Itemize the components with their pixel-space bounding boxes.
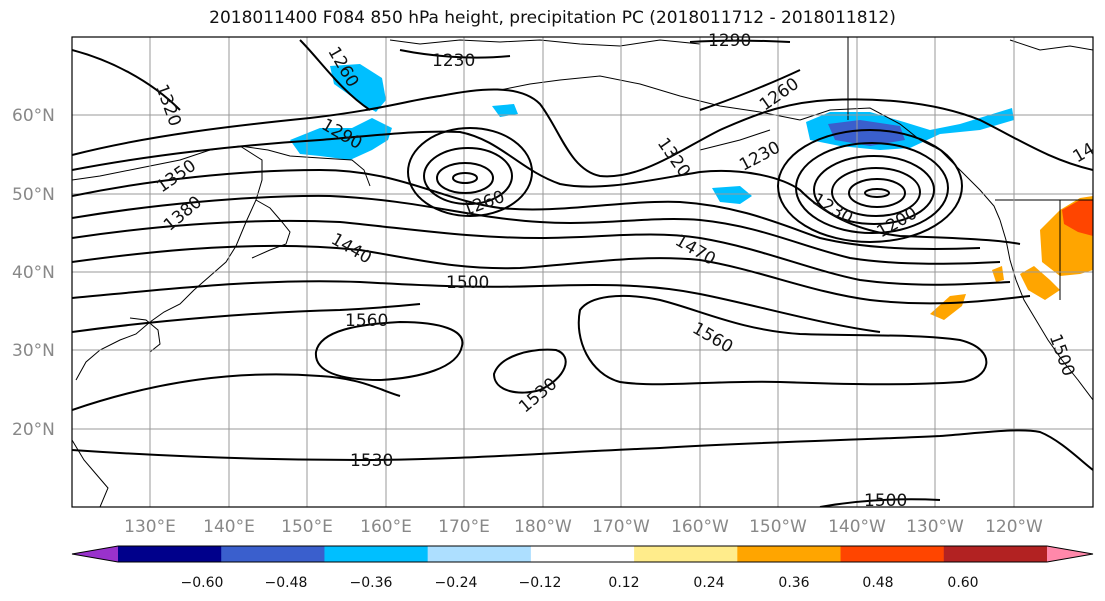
lat-label-50n: 50°N (12, 185, 55, 205)
colorbar-tick-label: 0.24 (693, 575, 724, 591)
contour-label: 1290 (708, 31, 751, 51)
colorbar-tick-label: −0.36 (350, 575, 393, 591)
colorbar-segment (530, 546, 635, 562)
lon-label: 140°W (828, 517, 886, 537)
contour-label: 1500 (446, 273, 489, 293)
colorbar-segment (118, 546, 222, 562)
map-title: 2018011400 F084 850 hPa height, precipit… (209, 8, 896, 28)
longitude-labels: 130°E 140°E 150°E 160°E 170°E 180°W 170°… (124, 517, 1043, 537)
colorbar-segment (634, 546, 738, 562)
colorbar-segment (943, 546, 1048, 562)
lat-label-40n: 40°N (12, 263, 55, 283)
colorbar-tick-label: −0.24 (435, 575, 478, 591)
map-border (71, 36, 1094, 508)
lon-label: 120°W (985, 517, 1043, 537)
colorbar-segment (427, 546, 532, 562)
coastlines (72, 37, 1093, 507)
precip-shading (290, 64, 1093, 320)
lon-label: 160°E (360, 517, 412, 537)
height-contours (72, 39, 1093, 507)
colorbar-extend-max (1047, 546, 1093, 562)
colorbar-segment (840, 546, 945, 562)
lon-label: 170°E (438, 517, 490, 537)
colorbar (71, 545, 1094, 563)
colorbar-segment (221, 546, 325, 562)
colorbar-outline (71, 545, 1094, 563)
lon-label: 150°W (749, 517, 807, 537)
colorbar-tick-label: 0.60 (947, 575, 978, 591)
colorbar-segment (324, 546, 429, 562)
lat-label-20n: 20°N (12, 420, 55, 440)
lon-label: 130°W (906, 517, 964, 537)
colorbar-tick-label: −0.48 (265, 575, 308, 591)
lon-label: 180°W (514, 517, 572, 537)
contour-label: 1500 (864, 491, 907, 511)
contour-label: 1530 (350, 451, 393, 471)
contour-label: 1560 (345, 311, 388, 331)
lat-label-60n: 60°N (12, 106, 55, 126)
lat-label-30n: 30°N (12, 341, 55, 361)
lon-label: 160°W (671, 517, 729, 537)
graticule (72, 37, 1093, 507)
lon-label: 150°E (281, 517, 333, 537)
colorbar-tick-label: 0.12 (608, 575, 639, 591)
lon-label: 130°E (124, 517, 176, 537)
lon-label: 140°E (203, 517, 255, 537)
colorbar-tick-label: 0.36 (778, 575, 809, 591)
lon-label: 170°W (592, 517, 650, 537)
colorbar-tick-label: −0.60 (181, 575, 224, 591)
colorbar-tick-labels: −0.60 −0.48 −0.36 −0.24 −0.12 0.12 0.24 … (181, 575, 979, 591)
latitude-labels: 60°N 50°N 40°N 30°N 20°N (12, 106, 55, 440)
colorbar-tick-label: 0.48 (862, 575, 893, 591)
colorbar-tick-label: −0.12 (519, 575, 562, 591)
contour-label: 1230 (432, 51, 475, 71)
colorbar-extend-min (72, 546, 118, 562)
colorbar-segment (737, 546, 842, 562)
